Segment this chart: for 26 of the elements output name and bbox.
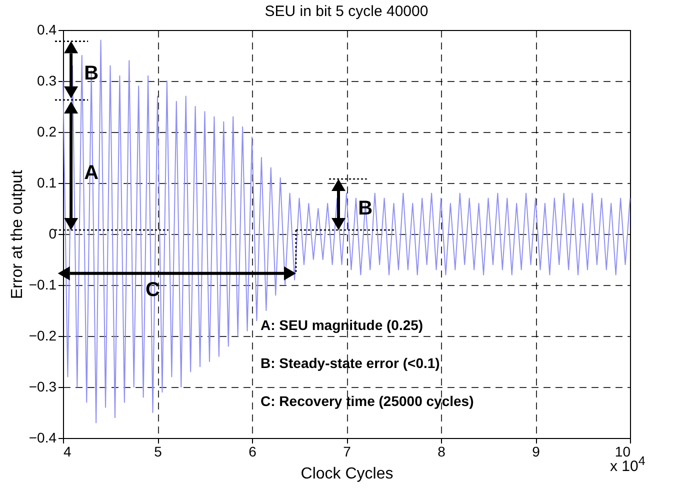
x-axis-title: Clock Cycles	[300, 466, 394, 482]
x-tick-label: 5	[154, 444, 162, 460]
annotation: B	[358, 198, 373, 220]
x-tick-label: 7	[343, 444, 352, 460]
x-tick-label: 4	[64, 444, 72, 460]
y-tick-label: −0.1	[28, 276, 57, 292]
y-tick-label: −0.2	[28, 328, 57, 344]
y-tick-label: 0.4	[37, 22, 57, 38]
y-tick-label: 0.1	[37, 174, 57, 190]
y-axis-title: Error at the output	[8, 169, 26, 299]
chart-title: SEU in bit 5 cycle 40000	[264, 3, 428, 20]
line-series	[62, 40, 630, 424]
y-tick-label: 0.2	[37, 124, 57, 140]
annotation: B	[84, 62, 99, 84]
annotation: A: SEU magnitude (0.25)	[260, 317, 424, 333]
annotation: B: Steady-state error (<0.1)	[260, 355, 440, 371]
y-tick-label: 0.3	[37, 72, 57, 88]
x-tick-label: 9	[532, 444, 540, 460]
y-tick-label: 0	[48, 226, 57, 242]
annotation: C	[146, 279, 160, 302]
y-tick-label: −0.3	[28, 378, 57, 394]
x-tick-label: 6	[248, 444, 257, 460]
annotation: A	[84, 162, 99, 184]
x-tick-label: 8	[438, 444, 446, 460]
y-tick-label: −0.4	[28, 430, 57, 446]
annotation: C: Recovery time (25000 cycles)	[260, 393, 474, 409]
